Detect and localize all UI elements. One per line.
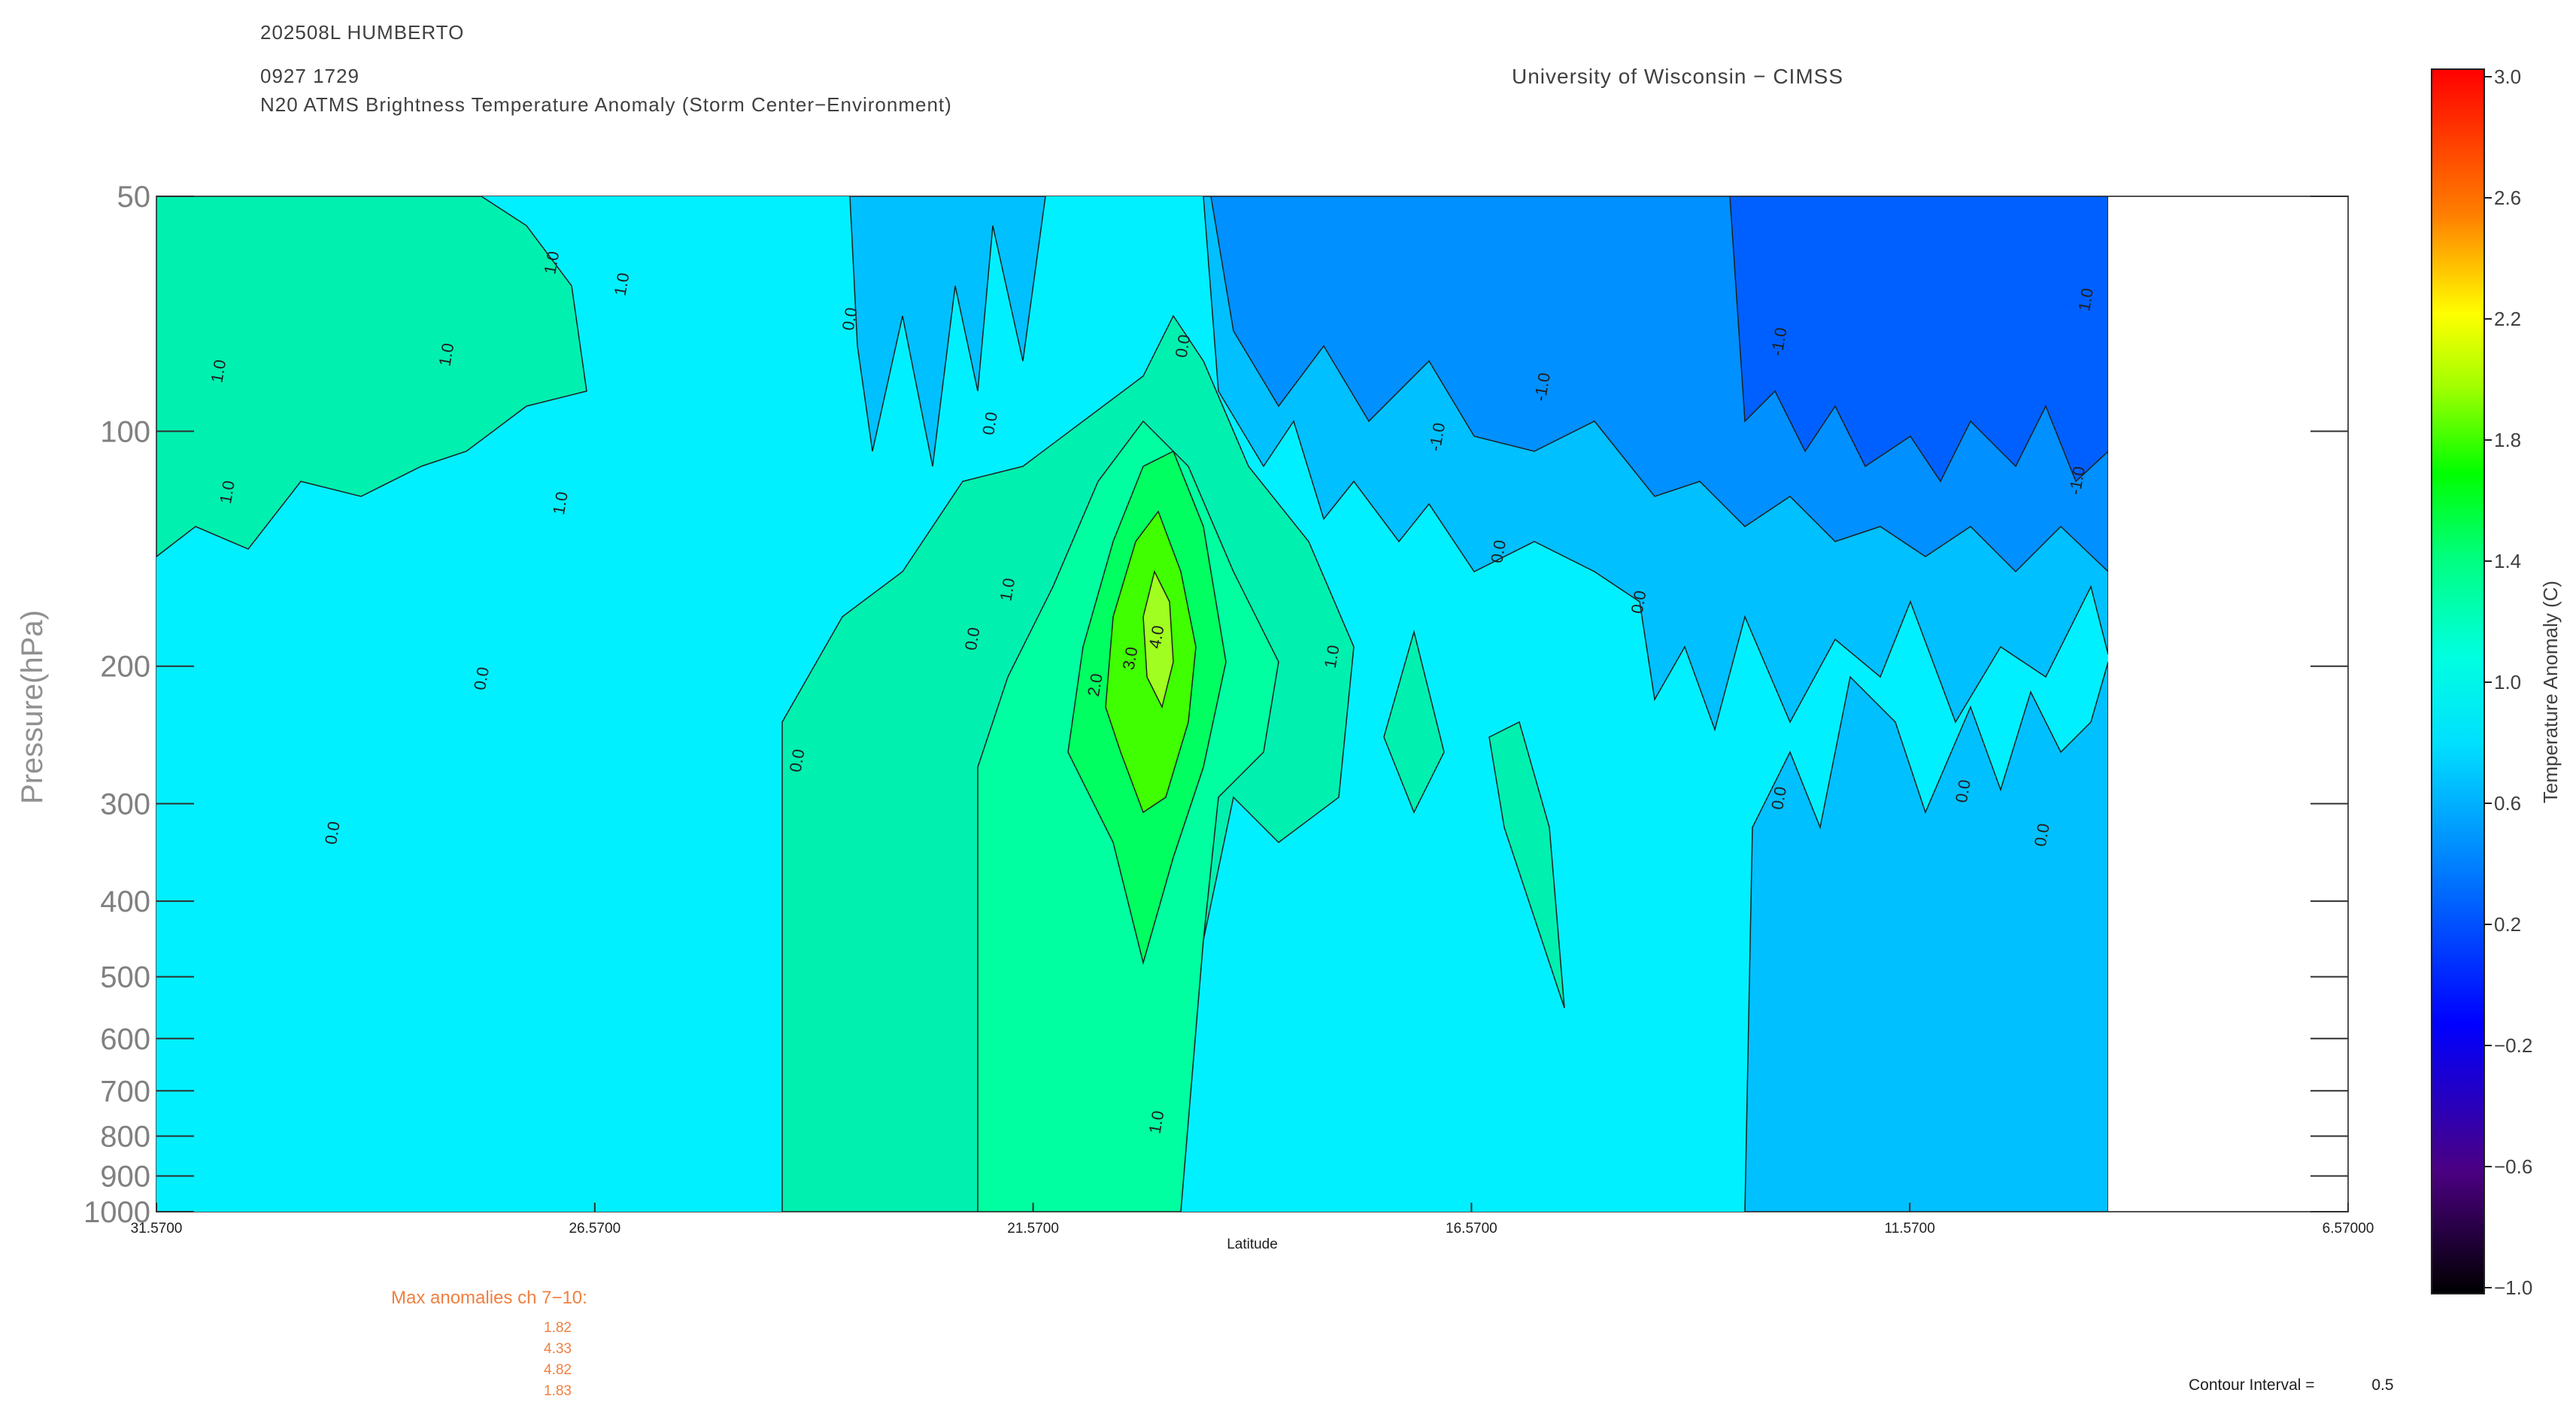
colorbar-tick-label: 0.2 xyxy=(2494,913,2521,936)
field-negative-lower xyxy=(1744,661,2108,1212)
y-tick-label: 400 xyxy=(100,885,150,918)
contour-label: 0.0 xyxy=(786,748,809,773)
y-tick-label: 800 xyxy=(100,1120,150,1153)
colorbar-tick-label: −1.0 xyxy=(2494,1276,2532,1299)
colorbar-tick-label: 2.6 xyxy=(2494,187,2521,209)
colorbar-tick-label: 3.0 xyxy=(2494,65,2521,88)
contour-label: 0.0 xyxy=(1767,785,1790,811)
y-tick-label: 100 xyxy=(100,415,150,448)
contour-label: 0.0 xyxy=(1487,539,1509,564)
contour-label: 0.0 xyxy=(1952,778,1974,804)
max-anomalies-label: Max anomalies ch 7−10: xyxy=(391,1288,587,1308)
y-tick-label: 700 xyxy=(100,1075,150,1108)
colorbar-ticks: 3.0 2.6 2.2 1.8 1.4 1.0 0.6 0.2 −0.2 −0.6 −1.0 xyxy=(2484,65,2532,1299)
colorbar-tick-label: 2.2 xyxy=(2494,308,2521,330)
max-anomaly-value: 4.33 xyxy=(544,1341,572,1357)
x-tick-label: 26.5700 xyxy=(569,1221,620,1237)
y-axis-label: Pressure(hPa) xyxy=(16,610,49,804)
contour-label: 1.0 xyxy=(540,250,563,275)
contour-label: 1.0 xyxy=(996,577,1018,602)
field-positive-right xyxy=(1383,630,1445,814)
max-anomaly-value: 1.82 xyxy=(544,1320,572,1336)
colorbar-tick-label: 0.6 xyxy=(2494,792,2521,815)
contour-label: 0.0 xyxy=(2031,822,2053,848)
contour-label: 0.0 xyxy=(470,666,493,691)
contour-interval: Contour Interval = 0.5 xyxy=(2189,1376,2394,1394)
contour-label: 0.0 xyxy=(321,820,344,845)
field-positive-left xyxy=(156,196,587,557)
y-tick-label: 300 xyxy=(100,787,150,821)
contour-label: 3.0 xyxy=(1119,645,1142,671)
contour-label: 0.0 xyxy=(839,306,861,332)
y-tick-label: 900 xyxy=(100,1161,150,1194)
contour-label: 0.0 xyxy=(1628,589,1650,615)
axes: 50 100 200 300 400 500 600 700 800 900100031.5700… xyxy=(83,181,2374,1237)
institution-label: University of Wisconsin − CIMSS xyxy=(1512,65,1843,88)
contour-label: 1.0 xyxy=(611,272,633,297)
contour-label: 1.0 xyxy=(549,490,572,516)
contour-label: 1.0 xyxy=(435,341,457,367)
x-axis-label: Latitude xyxy=(1227,1237,1278,1252)
y-tick-label: 200 xyxy=(100,651,150,684)
colorbar-label: Temperature Anomaly (C) xyxy=(2539,581,2562,803)
anomaly-field xyxy=(156,196,2108,1212)
contour-label: 2.0 xyxy=(1084,672,1106,697)
contour-label: 1.0 xyxy=(207,358,229,384)
contour-label: 1.0 xyxy=(1321,644,1343,669)
colorbar-tick-label: −0.6 xyxy=(2494,1155,2532,1178)
field-negative-upper xyxy=(849,196,1046,467)
y-tick-label: 600 xyxy=(100,1023,150,1056)
x-tick-label: 16.5700 xyxy=(1446,1221,1497,1237)
contour-label: 4.0 xyxy=(1145,624,1168,650)
contour-label: 1.0 xyxy=(216,479,238,505)
contour-label: 0.0 xyxy=(1172,333,1194,359)
y-tick-label: 50 xyxy=(117,181,151,214)
y-tick-label: 500 xyxy=(100,961,150,994)
contour-labels: 1.0 1.0 1.0 1.0 1.0 1.0 0.0 0.0 0.0 0.0 0.0 1.0 0.0 2… xyxy=(207,250,2097,1135)
x-tick-label: 11.5700 xyxy=(1885,1221,1935,1237)
field-deepest-blue xyxy=(1729,196,2108,483)
colorbar-tick-label: −0.2 xyxy=(2494,1034,2532,1057)
x-tick-label: 31.5700 xyxy=(131,1221,183,1237)
y-tick-label: 1000 xyxy=(83,1196,150,1229)
contour-label: 0.0 xyxy=(961,626,984,651)
colorbar-tick-label: 1.0 xyxy=(2494,671,2521,693)
product-title: N20 ATMS Brightness Temperature Anomaly … xyxy=(260,93,952,116)
contour-label: 1.0 xyxy=(1145,1109,1168,1135)
contour-interval-value: 0.5 xyxy=(2371,1376,2394,1394)
colorbar xyxy=(2431,68,2485,1294)
x-tick-label: 21.5700 xyxy=(1007,1221,1059,1237)
colorbar-tick-label: 1.4 xyxy=(2494,550,2521,572)
contour-label: 1.0 xyxy=(2074,287,2097,312)
colorbar-tick-label: 1.8 xyxy=(2494,429,2521,451)
field-positive-far-right xyxy=(1488,721,1565,1009)
field-positive-peak xyxy=(1142,569,1174,709)
x-tick-label: 6.57000 xyxy=(2323,1221,2374,1237)
contour-interval-label: Contour Interval = xyxy=(2189,1376,2315,1394)
storm-id: 202508L HUMBERTO xyxy=(260,21,465,44)
contour-label: 0.0 xyxy=(979,411,1001,436)
max-anomaly-value: 4.82 xyxy=(544,1362,572,1378)
datetime-label: 0927 1729 xyxy=(260,65,360,87)
